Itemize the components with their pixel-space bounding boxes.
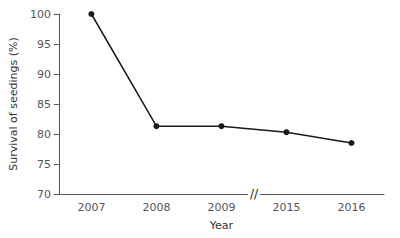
svg-text:75: 75	[37, 158, 51, 171]
svg-text:2007: 2007	[77, 201, 105, 214]
svg-text:70: 70	[37, 188, 51, 201]
svg-text:Year: Year	[209, 219, 234, 232]
svg-text:2009: 2009	[207, 201, 235, 214]
svg-text:85: 85	[37, 98, 51, 111]
svg-text:2016: 2016	[337, 201, 365, 214]
svg-text:100: 100	[30, 8, 51, 21]
svg-text:2015: 2015	[272, 201, 300, 214]
svg-text:90: 90	[37, 68, 51, 81]
svg-text:Survival of seedings (%): Survival of seedings (%)	[7, 37, 20, 170]
svg-text:80: 80	[37, 128, 51, 141]
svg-text://: //	[250, 187, 259, 201]
svg-text:95: 95	[37, 38, 51, 51]
svg-text:2008: 2008	[142, 201, 170, 214]
